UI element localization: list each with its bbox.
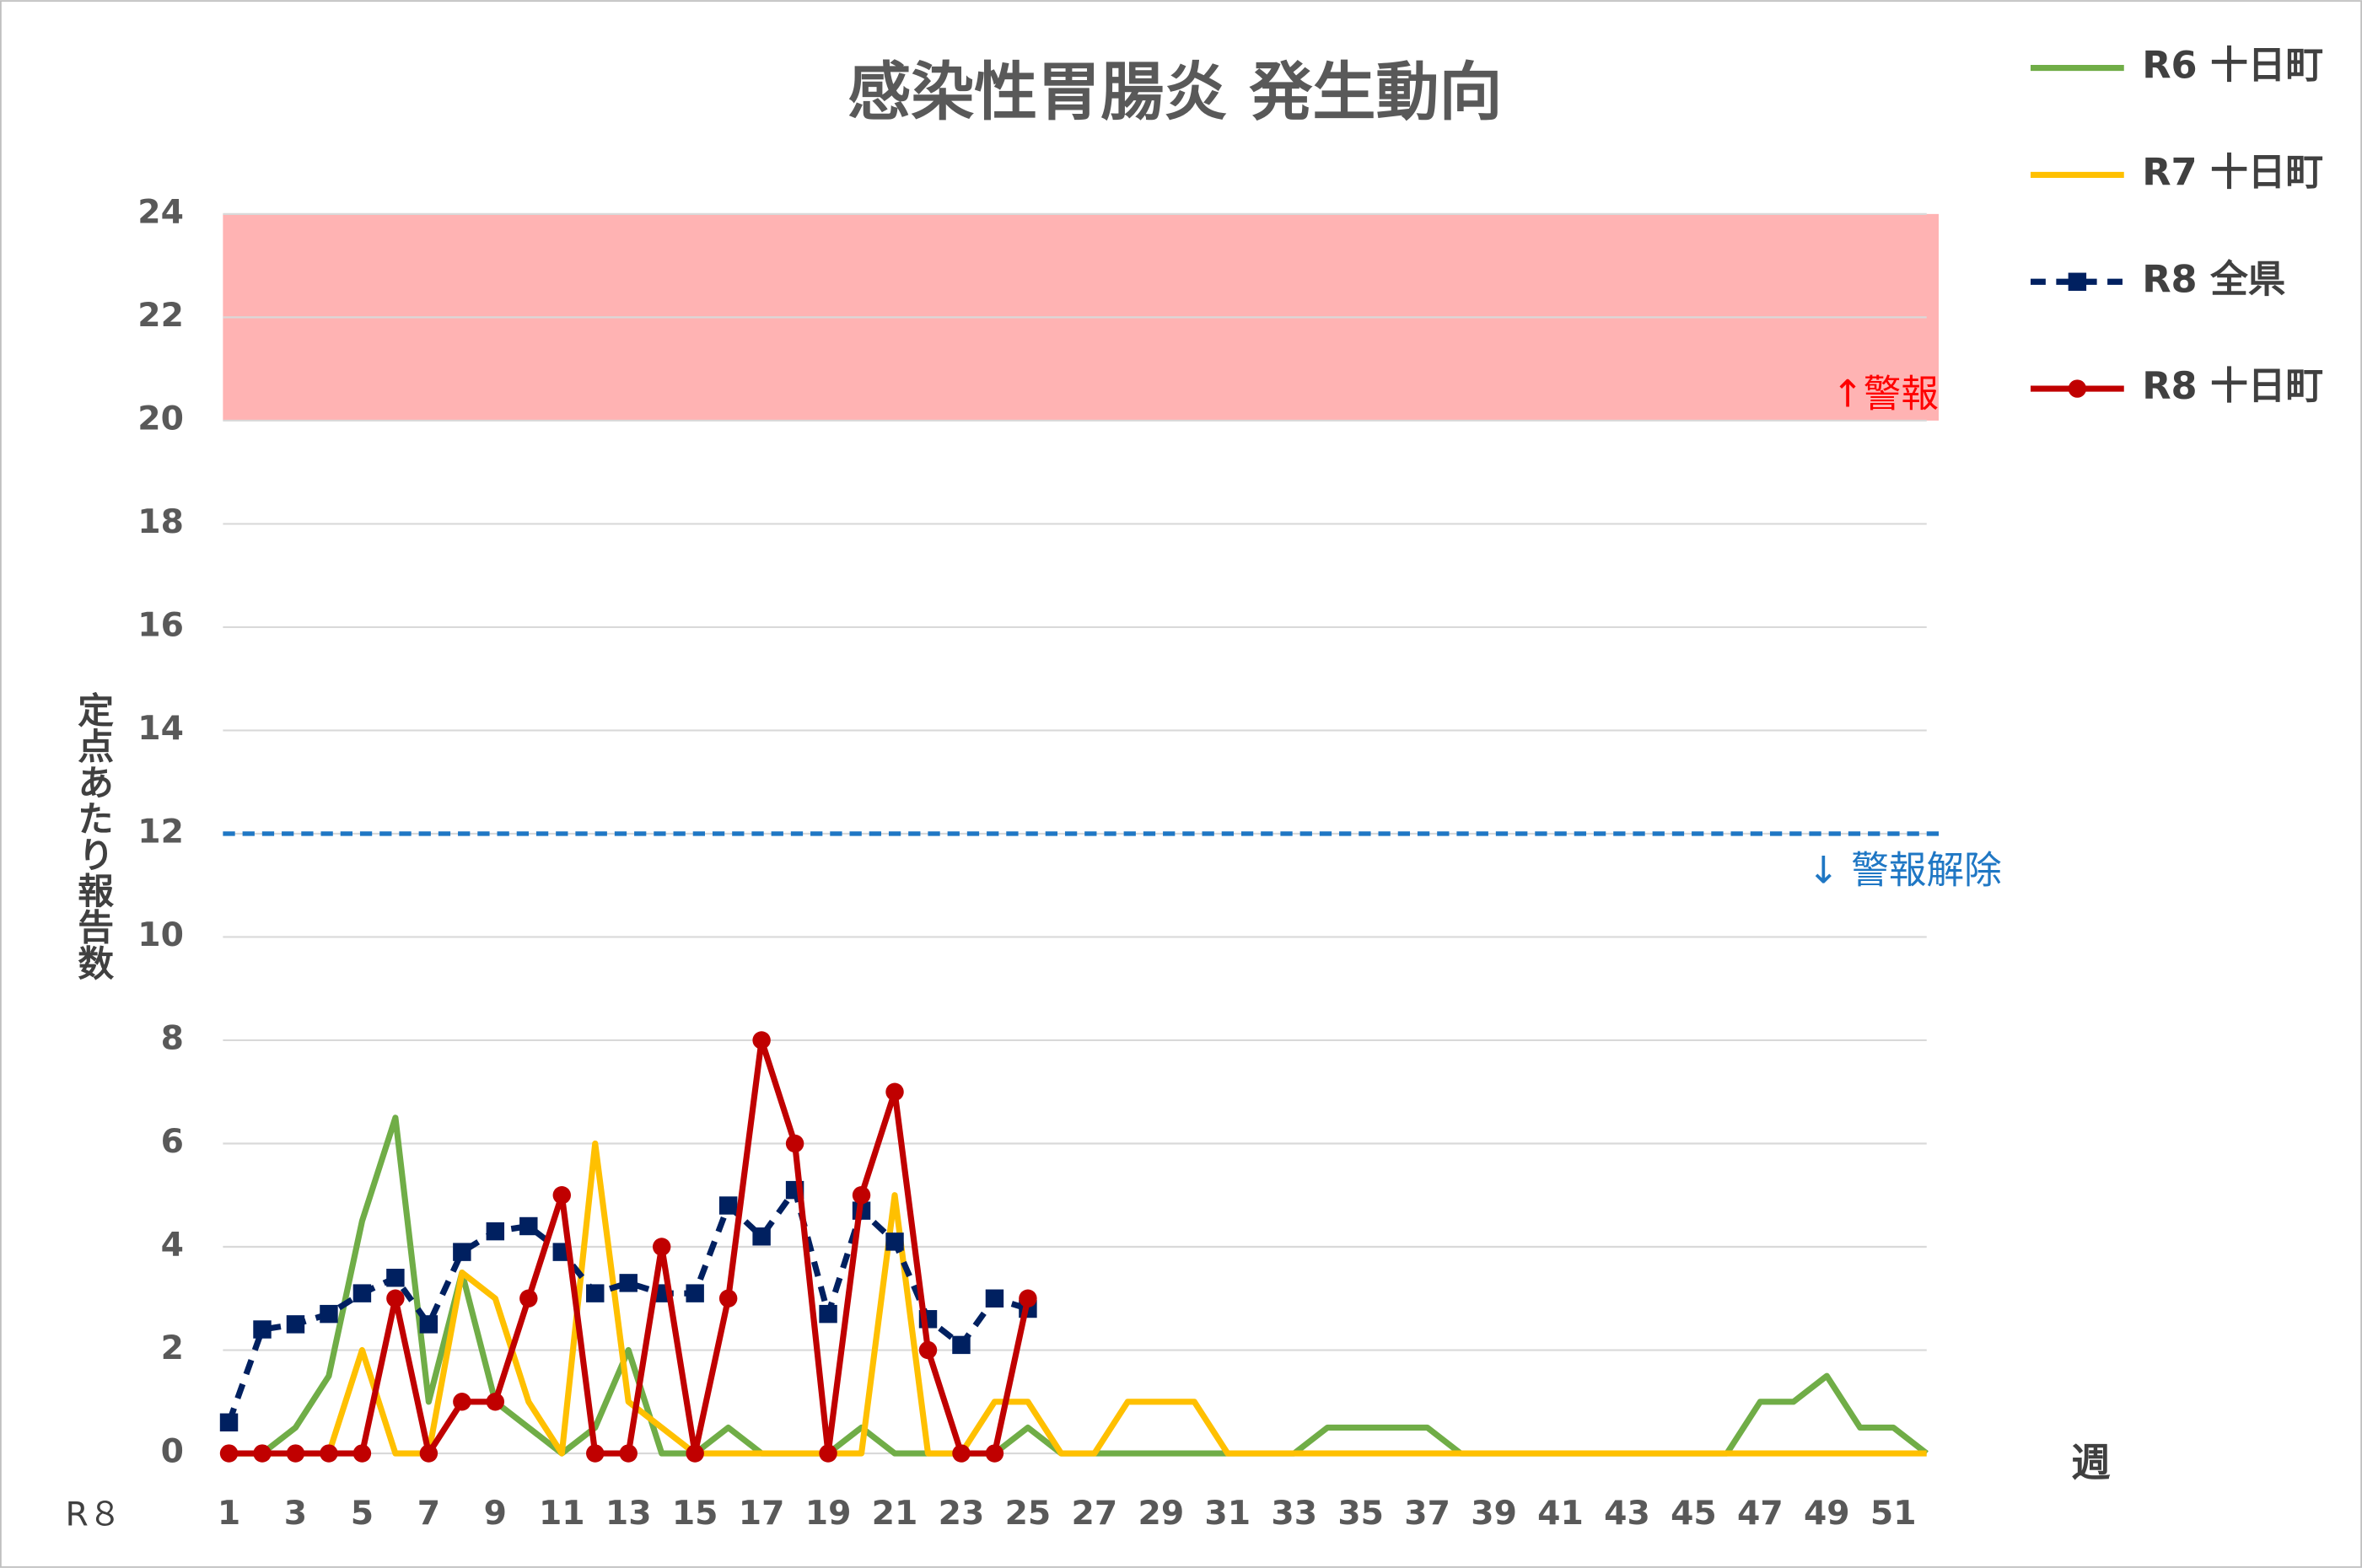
x-tick-label: 39: [1471, 1495, 1517, 1533]
data-point: [219, 1444, 239, 1463]
data-point: [453, 1243, 471, 1261]
data-point: [586, 1444, 605, 1463]
x-tick-label: 41: [1537, 1495, 1584, 1533]
data-point: [819, 1304, 837, 1324]
legend-label: R6 十日町: [2142, 44, 2323, 88]
x-tick-label: 45: [1671, 1495, 1717, 1533]
x-tick-label: 37: [1404, 1495, 1450, 1533]
y-tick-label: 20: [137, 400, 184, 438]
y-tick-label: 18: [137, 503, 184, 541]
x-tick-label: 25: [1005, 1495, 1052, 1533]
y-axis-label: 定点あたり報告数: [72, 691, 114, 980]
data-point: [286, 1444, 305, 1463]
data-point: [320, 1304, 338, 1324]
legend-marker: [2068, 379, 2087, 398]
data-point: [486, 1393, 505, 1411]
data-point: [819, 1444, 837, 1463]
x-tick-label: 31: [1204, 1495, 1251, 1533]
data-point: [486, 1222, 505, 1241]
data-point: [752, 1031, 771, 1050]
y-tick-label: 6: [161, 1123, 184, 1161]
data-point: [718, 1196, 738, 1215]
data-point: [453, 1393, 471, 1411]
data-point: [253, 1444, 272, 1463]
y-tick-label: 22: [137, 297, 184, 335]
clear-level-label: ↓ 警報解除: [1808, 848, 2002, 892]
legend-label: R8 十日町: [2142, 364, 2323, 408]
data-point: [352, 1444, 372, 1463]
x-tick-label: 47: [1737, 1495, 1784, 1533]
data-point: [386, 1289, 405, 1308]
data-point: [419, 1444, 439, 1463]
x-tick-label: 35: [1337, 1495, 1384, 1533]
data-point: [552, 1186, 571, 1205]
x-tick-label: 27: [1072, 1495, 1118, 1533]
data-point: [1019, 1289, 1037, 1308]
x-tick-label: 21: [872, 1495, 918, 1533]
x-prefix-label: R８: [65, 1496, 121, 1534]
y-tick-label: 0: [161, 1433, 184, 1471]
data-point: [952, 1444, 971, 1463]
data-point: [352, 1284, 372, 1302]
legend-marker: [2068, 272, 2087, 291]
data-point: [619, 1444, 638, 1463]
y-tick-label: 8: [161, 1019, 184, 1057]
x-tick-label: 11: [539, 1495, 585, 1533]
data-point: [519, 1289, 538, 1308]
x-tick-label: 7: [417, 1495, 440, 1533]
data-point: [752, 1227, 771, 1246]
x-tick-label: 3: [284, 1495, 307, 1533]
data-point: [652, 1238, 671, 1256]
data-point: [286, 1315, 305, 1334]
y-tick-label: 24: [137, 193, 184, 231]
data-point: [619, 1274, 638, 1292]
data-point: [718, 1289, 738, 1308]
x-tick-label: 17: [739, 1495, 785, 1533]
data-point: [985, 1289, 1004, 1308]
x-tick-label: 23: [939, 1495, 985, 1533]
x-tick-label: 13: [605, 1495, 652, 1533]
data-point: [586, 1284, 605, 1302]
data-point: [386, 1269, 405, 1287]
legend-label: R8 全県: [2142, 257, 2285, 301]
y-tick-label: 12: [137, 813, 184, 851]
x-tick-label: 5: [351, 1495, 374, 1533]
data-point: [918, 1340, 938, 1360]
x-tick-label: 1: [218, 1495, 240, 1533]
alert-label: ↑警報: [1832, 372, 1939, 416]
data-point: [253, 1320, 272, 1339]
data-point: [686, 1284, 704, 1302]
legend-label: R7 十日町: [2142, 150, 2323, 194]
x-tick-label: 43: [1604, 1495, 1650, 1533]
data-point: [852, 1186, 871, 1205]
x-tick-label: 9: [484, 1495, 507, 1533]
x-tick-label: 15: [672, 1495, 718, 1533]
data-point: [785, 1134, 804, 1153]
y-tick-label: 2: [161, 1329, 184, 1367]
x-tick-label: 19: [805, 1495, 852, 1533]
x-axis-label: 週: [2071, 1440, 2110, 1485]
data-point: [419, 1315, 439, 1334]
y-tick-label: 4: [161, 1227, 184, 1265]
x-tick-label: 49: [1804, 1495, 1850, 1533]
x-tick-label: 33: [1271, 1495, 1317, 1533]
data-point: [985, 1444, 1004, 1463]
y-tick-label: 14: [137, 710, 184, 748]
y-tick-label: 10: [137, 916, 184, 954]
data-point: [219, 1413, 239, 1431]
data-point: [519, 1216, 538, 1236]
x-tick-label: 51: [1870, 1495, 1917, 1533]
data-point: [885, 1082, 904, 1101]
data-point: [952, 1335, 971, 1355]
data-point: [320, 1444, 338, 1463]
chart-title: 感染性胃腸炎 発生動向: [847, 55, 1502, 129]
x-tick-label: 29: [1138, 1495, 1184, 1533]
data-point: [885, 1232, 904, 1251]
data-point: [686, 1444, 704, 1463]
y-tick-label: 16: [137, 606, 184, 644]
